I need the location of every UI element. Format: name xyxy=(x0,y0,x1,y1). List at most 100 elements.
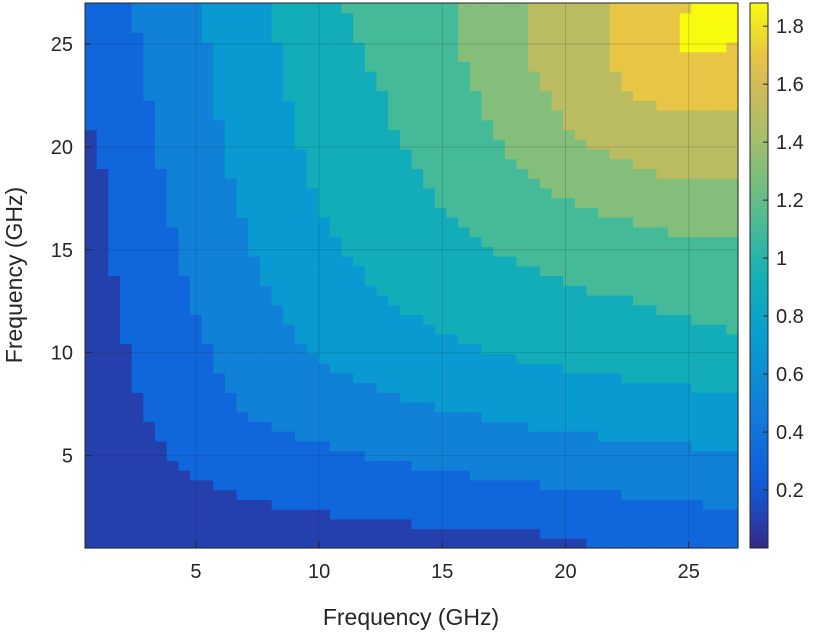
heatmap-cell xyxy=(329,217,343,228)
heatmap-cell xyxy=(224,285,238,296)
heatmap-cell xyxy=(259,479,273,491)
heatmap-cell xyxy=(329,197,343,208)
heatmap-cell xyxy=(481,3,494,14)
heatmap-cell xyxy=(703,41,716,53)
heatmap-cell xyxy=(364,499,378,510)
heatmap-cell xyxy=(271,256,284,267)
heatmap-cell xyxy=(213,509,226,520)
heatmap-cell xyxy=(248,499,261,510)
heatmap-cell xyxy=(574,90,588,101)
heatmap-cell xyxy=(516,294,529,306)
heatmap-cell xyxy=(668,382,681,393)
heatmap-cell xyxy=(318,51,331,62)
heatmap-cell xyxy=(353,421,366,432)
heatmap-cell xyxy=(376,275,389,286)
grid-lines xyxy=(85,3,738,548)
heatmap-cell xyxy=(504,265,518,277)
heatmap-cell xyxy=(493,479,506,491)
heatmap-cell xyxy=(528,139,541,150)
heatmap-cell xyxy=(283,41,296,53)
heatmap-cell xyxy=(411,470,424,481)
heatmap-cell xyxy=(178,100,191,111)
heatmap-cell xyxy=(259,392,273,403)
heatmap-cell xyxy=(656,119,669,131)
heatmap-cell xyxy=(703,450,716,462)
heatmap-cell xyxy=(609,324,622,335)
heatmap-cell xyxy=(178,470,191,481)
heatmap-cell xyxy=(703,479,716,491)
heatmap-cell xyxy=(563,236,576,247)
heatmap-cell xyxy=(668,3,681,14)
heatmap-cell xyxy=(388,392,401,403)
heatmap-cell xyxy=(691,3,704,14)
heatmap-cell xyxy=(621,402,634,413)
heatmap-cell xyxy=(668,314,681,325)
heatmap-cell xyxy=(528,333,541,345)
heatmap-cell xyxy=(504,382,518,393)
heatmap-cell xyxy=(189,528,203,539)
heatmap-cell xyxy=(644,158,657,170)
heatmap-cell xyxy=(376,372,389,384)
heatmap-cell xyxy=(481,100,494,111)
heatmap-cell xyxy=(446,129,459,140)
heatmap-cell xyxy=(598,431,611,442)
heatmap-cell xyxy=(504,304,518,316)
heatmap-cell xyxy=(96,528,109,539)
heatmap-cell xyxy=(96,402,109,413)
heatmap-cell xyxy=(259,12,273,24)
heatmap-cell xyxy=(259,275,273,286)
heatmap-cell xyxy=(516,333,529,345)
heatmap-cell xyxy=(108,538,121,549)
heatmap-cell xyxy=(691,509,704,520)
heatmap-cell xyxy=(586,538,599,549)
heatmap-cell xyxy=(201,392,214,403)
heatmap-cell xyxy=(189,509,203,520)
heatmap-cell xyxy=(294,256,308,267)
heatmap-cell xyxy=(609,168,622,179)
heatmap-cell xyxy=(481,256,494,267)
heatmap-cell xyxy=(551,71,564,82)
heatmap-cell xyxy=(609,119,622,131)
heatmap-cell xyxy=(516,440,529,452)
heatmap-cell xyxy=(539,343,553,354)
heatmap-cell xyxy=(423,217,436,228)
heatmap-cell xyxy=(353,431,366,442)
heatmap-cell xyxy=(399,90,413,101)
heatmap-cell xyxy=(598,489,611,500)
heatmap-cell xyxy=(516,470,529,481)
heatmap-cell xyxy=(236,100,249,111)
heatmap-cell xyxy=(283,450,296,462)
heatmap-cell xyxy=(434,499,448,510)
heatmap-cell xyxy=(446,538,459,549)
heatmap-cell xyxy=(189,80,203,92)
heatmap-cell xyxy=(259,431,273,442)
heatmap-cell xyxy=(621,363,634,374)
heatmap-cell xyxy=(551,489,564,500)
heatmap-cell xyxy=(166,187,179,199)
heatmap-cell xyxy=(714,3,727,14)
heatmap-cell xyxy=(166,41,179,53)
heatmap-cell xyxy=(679,32,692,43)
heatmap-cell xyxy=(679,129,692,140)
heatmap-cell xyxy=(551,119,564,131)
heatmap-cell xyxy=(481,32,494,43)
heatmap-cell xyxy=(224,207,238,218)
heatmap-cell xyxy=(96,518,109,530)
heatmap-cell xyxy=(399,538,413,549)
heatmap-cell xyxy=(563,499,576,510)
heatmap-cell xyxy=(633,90,646,101)
heatmap-cell xyxy=(213,294,226,306)
heatmap-cell xyxy=(703,275,716,286)
heatmap-cell xyxy=(85,148,98,160)
heatmap-cell xyxy=(598,256,611,267)
heatmap-cell xyxy=(714,372,727,384)
heatmap-cell xyxy=(329,236,343,247)
heatmap-cell xyxy=(248,382,261,393)
heatmap-cell xyxy=(248,518,261,530)
heatmap-cell xyxy=(469,343,483,354)
heatmap-cell xyxy=(236,71,249,82)
heatmap-cell xyxy=(143,12,156,24)
heatmap-cell xyxy=(411,528,424,539)
heatmap-cell xyxy=(668,528,681,539)
heatmap-cell xyxy=(399,285,413,296)
